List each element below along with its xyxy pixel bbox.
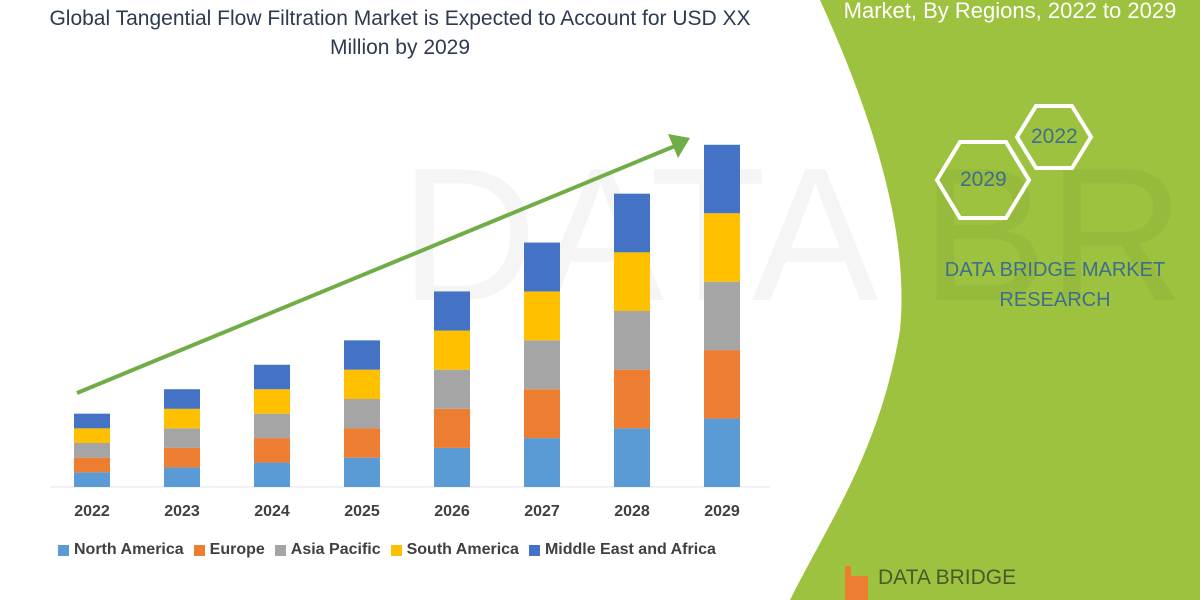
hex-label-2022: 2022 — [1031, 125, 1078, 148]
bar-2022-north-america — [74, 472, 110, 487]
bar-2029-asia-pacific — [704, 281, 740, 351]
legend-label: Middle East and Africa — [544, 541, 716, 558]
hexagon-2029 — [934, 140, 1032, 220]
bar-2028-south-america — [614, 252, 650, 311]
bar-2022-south-america — [74, 428, 110, 443]
bar-2029-north-america — [704, 418, 740, 487]
legend: North America Europe Asia Pacific South Ame… — [58, 541, 716, 559]
legend-swatch — [390, 544, 402, 556]
x-tick-label: 2022 — [74, 503, 110, 520]
bar-2024-asia-pacific — [254, 413, 290, 439]
bar-2028-north-america — [614, 428, 650, 487]
bar-2026-europe — [434, 408, 470, 448]
brand-text: DATA BRIDGE MARKET RESEARCH — [944, 259, 1166, 311]
legend-swatch — [274, 544, 286, 556]
bar-2029-europe — [704, 350, 740, 419]
bar-2023-north-america — [164, 467, 200, 487]
hex-label-2029: 2029 — [960, 168, 1007, 191]
bar-2022-middle-east-and-africa — [74, 413, 110, 429]
legend-label: South America — [406, 541, 519, 558]
green-side-panel — [790, 0, 1200, 600]
x-tick-label: 2024 — [254, 503, 290, 520]
bar-2029-middle-east-and-africa — [704, 144, 740, 214]
legend-swatch — [528, 544, 540, 556]
bar-2024-north-america — [254, 462, 290, 487]
x-tick-label: 2023 — [164, 503, 200, 520]
bar-2026-north-america — [434, 447, 470, 487]
bar-2027-asia-pacific — [524, 340, 560, 390]
bar-2023-asia-pacific — [164, 428, 200, 448]
bar-2025-asia-pacific — [344, 399, 380, 429]
bar-2028-europe — [614, 369, 650, 429]
x-tick-label: 2027 — [524, 503, 560, 520]
bar-2026-middle-east-and-africa — [434, 291, 470, 331]
bar-2026-asia-pacific — [434, 369, 470, 409]
bar-2024-south-america — [254, 389, 290, 414]
bar-2023-europe — [164, 447, 200, 468]
legend-item: North America — [58, 541, 184, 559]
logo-text: DATA BRIDGE — [878, 566, 1017, 589]
bar-2027-south-america — [524, 291, 560, 341]
x-tick-label: 2025 — [344, 503, 380, 520]
legend-item: Asia Pacific — [274, 541, 381, 559]
bar-2025-europe — [344, 428, 380, 458]
bar-2026-south-america — [434, 330, 470, 370]
chart-title: Global Tangential Flow Filtration Market… — [49, 7, 751, 59]
bar-2025-middle-east-and-africa — [344, 340, 380, 370]
hexagon-2022 — [1014, 104, 1094, 170]
bars — [74, 144, 740, 487]
bar-2022-europe — [74, 457, 110, 473]
x-tick-label: 2026 — [434, 503, 470, 520]
logo-mark — [845, 566, 868, 600]
legend-swatch — [58, 544, 69, 556]
bar-2027-europe — [524, 389, 560, 439]
bar-2023-middle-east-and-africa — [164, 389, 200, 409]
bar-2022-asia-pacific — [74, 443, 110, 458]
bar-2025-north-america — [344, 457, 380, 487]
legend-item: Middle East and Africa — [528, 541, 716, 559]
bar-2027-middle-east-and-africa — [524, 242, 560, 292]
bar-2023-south-america — [164, 408, 200, 429]
bar-2029-south-america — [704, 213, 740, 282]
bar-2024-europe — [254, 438, 290, 463]
x-tick-label: 2028 — [614, 503, 650, 520]
trend-arrow — [76, 134, 690, 395]
legend-item: Europe — [193, 541, 265, 559]
bar-2024-middle-east-and-africa — [254, 364, 290, 390]
bar-2025-south-america — [344, 369, 380, 399]
legend-label: Europe — [209, 541, 265, 558]
bar-2027-north-america — [524, 438, 560, 487]
side-panel-title: Market, By Regions, 2022 to 2029 — [843, 0, 1177, 23]
legend-swatch — [193, 544, 205, 556]
bar-2028-middle-east-and-africa — [614, 193, 650, 253]
x-tick-label: 2029 — [704, 503, 740, 520]
legend-label: North America — [74, 541, 184, 558]
bar-2028-asia-pacific — [614, 311, 650, 370]
legend-item: South America — [390, 541, 519, 559]
legend-label: Asia Pacific — [290, 541, 381, 558]
